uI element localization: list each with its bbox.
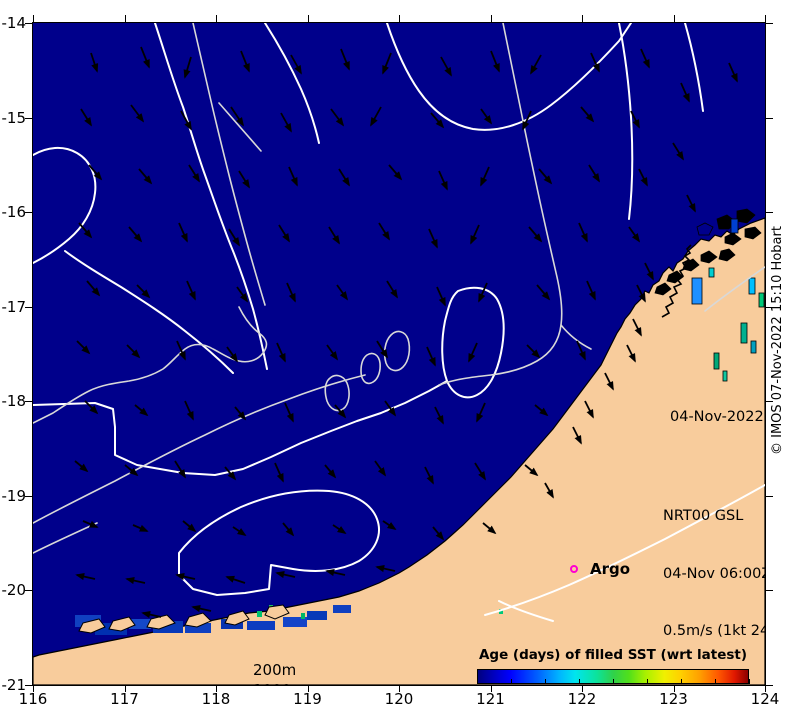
colorbar-tick-mark xyxy=(545,679,546,684)
y-tick-label: -15 xyxy=(1,108,27,127)
y-tick-mark xyxy=(25,117,32,119)
y-tick-label: -16 xyxy=(1,203,27,222)
x-tick-mark-top xyxy=(582,15,583,22)
x-tick-mark xyxy=(124,685,126,692)
x-tick-mark-top xyxy=(673,15,675,22)
y-tick-mark-right xyxy=(766,590,773,592)
current-scale-label: 0.5m/s (1kt 24h) xyxy=(663,623,765,639)
x-tick-label: 121 xyxy=(476,690,505,708)
colorbar-tick-mark xyxy=(477,679,478,684)
x-tick-mark-top xyxy=(307,15,309,22)
y-tick-label: -14 xyxy=(1,14,27,32)
argo-label: Argo xyxy=(590,560,631,578)
x-tick-label: 120 xyxy=(384,690,414,708)
y-tick-mark xyxy=(25,495,32,497)
current-time-label: 04-Nov 06:00Z xyxy=(663,565,766,582)
depth-contour-legend: 200m 1000m xyxy=(253,661,306,685)
colorbar-tick-mark xyxy=(647,679,648,684)
x-tick-mark-top xyxy=(765,15,766,22)
x-tick-mark xyxy=(765,685,766,692)
colorbar: Age (days) of filled SST (wrt latest) 00… xyxy=(463,647,763,685)
y-tick-mark-right xyxy=(766,401,773,403)
colorbar-tick-mark xyxy=(749,679,750,684)
x-tick-mark-top xyxy=(216,15,217,22)
y-tick-label: -17 xyxy=(1,297,27,316)
y-tick-mark-right xyxy=(766,117,773,119)
y-tick-mark xyxy=(25,401,32,403)
x-tick-label: 118 xyxy=(201,690,231,708)
y-tick-mark-right xyxy=(766,212,773,214)
colorbar-tick-mark xyxy=(511,679,512,684)
y-tick-mark xyxy=(25,306,32,308)
x-tick-mark-top xyxy=(399,15,400,22)
x-tick-mark-top xyxy=(490,15,492,22)
x-tick-label: 119 xyxy=(293,690,322,708)
colorbar-tick-mark xyxy=(579,679,580,684)
y-tick-mark-right xyxy=(766,685,773,686)
argo-marker-icon xyxy=(570,565,578,573)
y-tick-mark-right xyxy=(766,306,773,308)
y-tick-mark xyxy=(25,212,32,214)
current-source-label: NRT00 GSL xyxy=(663,508,744,525)
y-tick-label: -19 xyxy=(1,486,27,505)
bathymetry-contour-1000m xyxy=(33,23,765,622)
y-tick-label: -21 xyxy=(1,676,27,694)
y-tick-mark xyxy=(25,685,32,686)
colorbar-tick-mark xyxy=(681,679,682,684)
y-tick-mark-right xyxy=(766,23,773,24)
x-tick-mark xyxy=(673,685,675,692)
pilbara-islands xyxy=(78,604,290,634)
y-tick-label: -18 xyxy=(1,392,27,411)
x-tick-label: 122 xyxy=(567,690,597,708)
x-tick-mark xyxy=(33,685,34,692)
colorbar-title: Age (days) of filled SST (wrt latest) xyxy=(478,647,748,663)
y-tick-mark xyxy=(25,23,32,24)
kimberley-islands xyxy=(654,208,765,382)
colorbar-tick-mark xyxy=(613,679,614,684)
x-tick-mark xyxy=(582,685,583,692)
x-tick-mark xyxy=(307,685,309,692)
y-tick-mark-right xyxy=(766,495,773,497)
map-canvas xyxy=(33,23,765,685)
current-info-block: NRT00 GSL 04-Nov 06:00Z 0.5m/s (1kt 24h) xyxy=(663,469,766,685)
x-tick-mark xyxy=(490,685,492,692)
x-tick-label: 117 xyxy=(110,690,139,708)
x-tick-mark xyxy=(216,685,217,692)
x-tick-mark-top xyxy=(124,15,126,22)
y-tick-mark xyxy=(25,590,32,592)
map-plot-area[interactable]: 04-Nov-2022 08Z NRT00 GSL 04-Nov 06:00Z … xyxy=(32,22,766,686)
credit-text: © IMOS 07-Nov-2022 15:10 Hobart xyxy=(770,226,785,455)
surface-current-vectors xyxy=(74,46,738,619)
x-tick-mark-top xyxy=(33,15,34,22)
x-tick-mark xyxy=(399,685,400,692)
y-tick-label: -20 xyxy=(1,581,27,600)
x-tick-label: 124 xyxy=(750,690,780,708)
depth-legend-200m: 200m xyxy=(253,661,297,679)
x-tick-label: 116 xyxy=(18,690,48,708)
colorbar-tick-mark xyxy=(715,679,716,684)
timestamp-label: 04-Nov-2022 08Z xyxy=(670,409,764,425)
x-tick-label: 123 xyxy=(659,690,688,708)
depth-legend-1000m: 1000m xyxy=(253,681,306,685)
